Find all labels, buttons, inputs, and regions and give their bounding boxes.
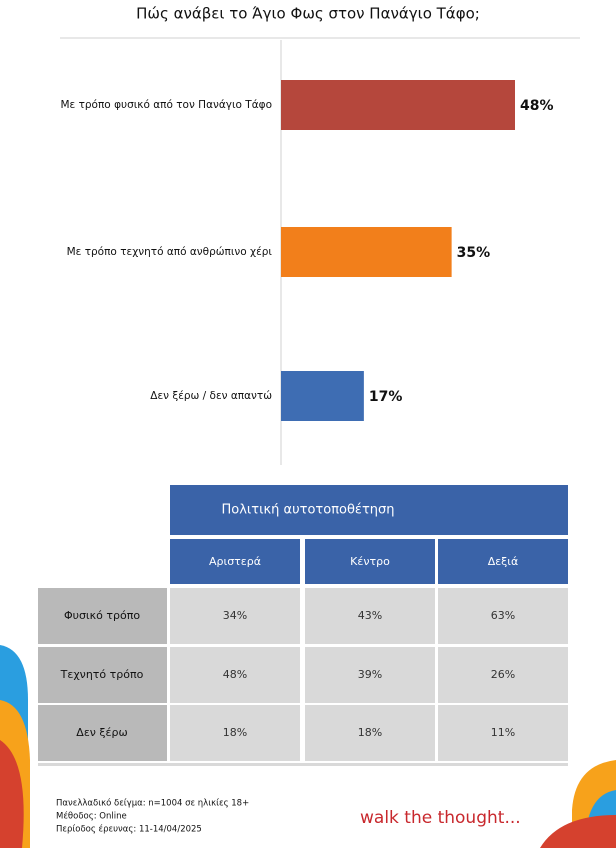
- corner-decoration-left: [0, 645, 30, 848]
- cell-value: 43%: [358, 609, 382, 622]
- value-label: 35%: [457, 245, 491, 261]
- column-header-cell: [170, 539, 300, 584]
- footer-note: Μέθοδος: Online: [56, 811, 127, 822]
- corner-decoration-right: [540, 760, 616, 848]
- footer-note: Περίοδος έρευνας: 11-14/04/2025: [56, 824, 202, 835]
- cell-value: 26%: [491, 668, 515, 681]
- row-header-cell: [38, 647, 167, 703]
- cell-value: 11%: [491, 726, 515, 739]
- category-label: Δεν ξέρω / δεν απαντώ: [150, 390, 272, 402]
- bar: [281, 227, 452, 277]
- column-header: Αριστερά: [209, 555, 261, 568]
- column-header-cell: [438, 539, 568, 584]
- table-header: [170, 485, 568, 535]
- table-cell: [305, 647, 435, 703]
- table-bottom: [38, 763, 568, 766]
- table-cell: [305, 705, 435, 761]
- row-header: Φυσικό τρόπο: [64, 609, 140, 622]
- row-header-cell: [38, 705, 167, 761]
- cell-value: 18%: [223, 726, 247, 739]
- column-header: Κέντρο: [350, 555, 390, 568]
- cell-value: 39%: [358, 668, 382, 681]
- table-cell: [170, 705, 300, 761]
- cell-value: 63%: [491, 609, 515, 622]
- tagline: walk the thought...: [360, 808, 521, 828]
- table-cell: [438, 705, 568, 761]
- chart-title: Πώς ανάβει το Άγιο Φως στον Πανάγιο Τάφο…: [136, 5, 480, 23]
- row-header: Δεν ξέρω: [76, 726, 127, 739]
- table-cell: [438, 588, 568, 644]
- category-label: Με τρόπο τεχνητό από ανθρώπινο χέρι: [67, 246, 273, 258]
- row-header-cell: [38, 588, 167, 644]
- table-cell: [305, 588, 435, 644]
- bar: [281, 371, 364, 421]
- cell-value: 34%: [223, 609, 247, 622]
- category-label: Με τρόπο φυσικό από τον Πανάγιο Τάφο: [61, 99, 273, 111]
- column-header-cell: [305, 539, 435, 584]
- table-cell: [170, 588, 300, 644]
- row-header: Τεχνητό τρόπο: [60, 668, 144, 681]
- value-label: 48%: [520, 98, 554, 114]
- column-header: Δεξιά: [488, 555, 519, 568]
- value-label: 17%: [369, 389, 403, 405]
- table-cell: [170, 647, 300, 703]
- footer-note: Πανελλαδικό δείγμα: n=1004 σε ηλικίες 18…: [56, 798, 249, 809]
- bar: [281, 80, 515, 130]
- cell-value: 18%: [358, 726, 382, 739]
- cell-value: 48%: [223, 668, 247, 681]
- table-title: Πολιτική αυτοτοποθέτηση: [221, 503, 394, 518]
- table-cell: [438, 647, 568, 703]
